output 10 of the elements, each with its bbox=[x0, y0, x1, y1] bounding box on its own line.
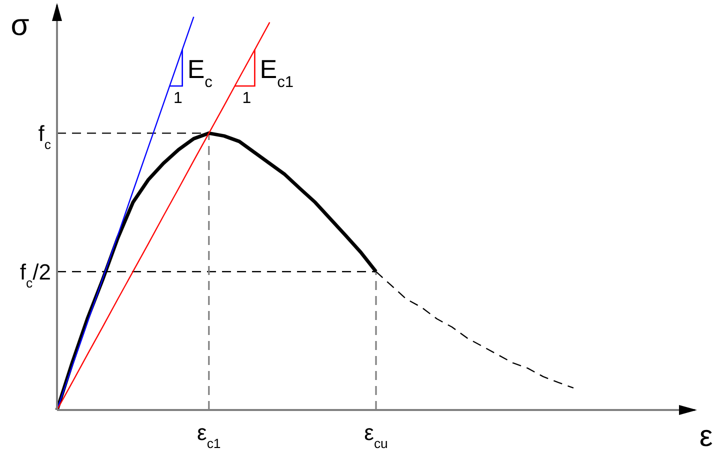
y-axis-title: σ bbox=[10, 9, 30, 42]
x-tick-label: ε$_{cu}$ bbox=[364, 420, 388, 450]
ref-line-label: f$_{c}$/2 bbox=[20, 260, 51, 290]
annotation: 1 bbox=[242, 90, 252, 107]
x-axis-title: ε bbox=[699, 420, 713, 452]
ref-line-label: f$_{c}$ bbox=[38, 121, 52, 152]
annotation: 1 bbox=[174, 90, 183, 107]
legend-label: E$_{c1}$ bbox=[260, 54, 294, 90]
legend-label: E$_{c}$ bbox=[187, 54, 213, 90]
x-tick-label: ε$_{c1}$ bbox=[197, 420, 221, 450]
